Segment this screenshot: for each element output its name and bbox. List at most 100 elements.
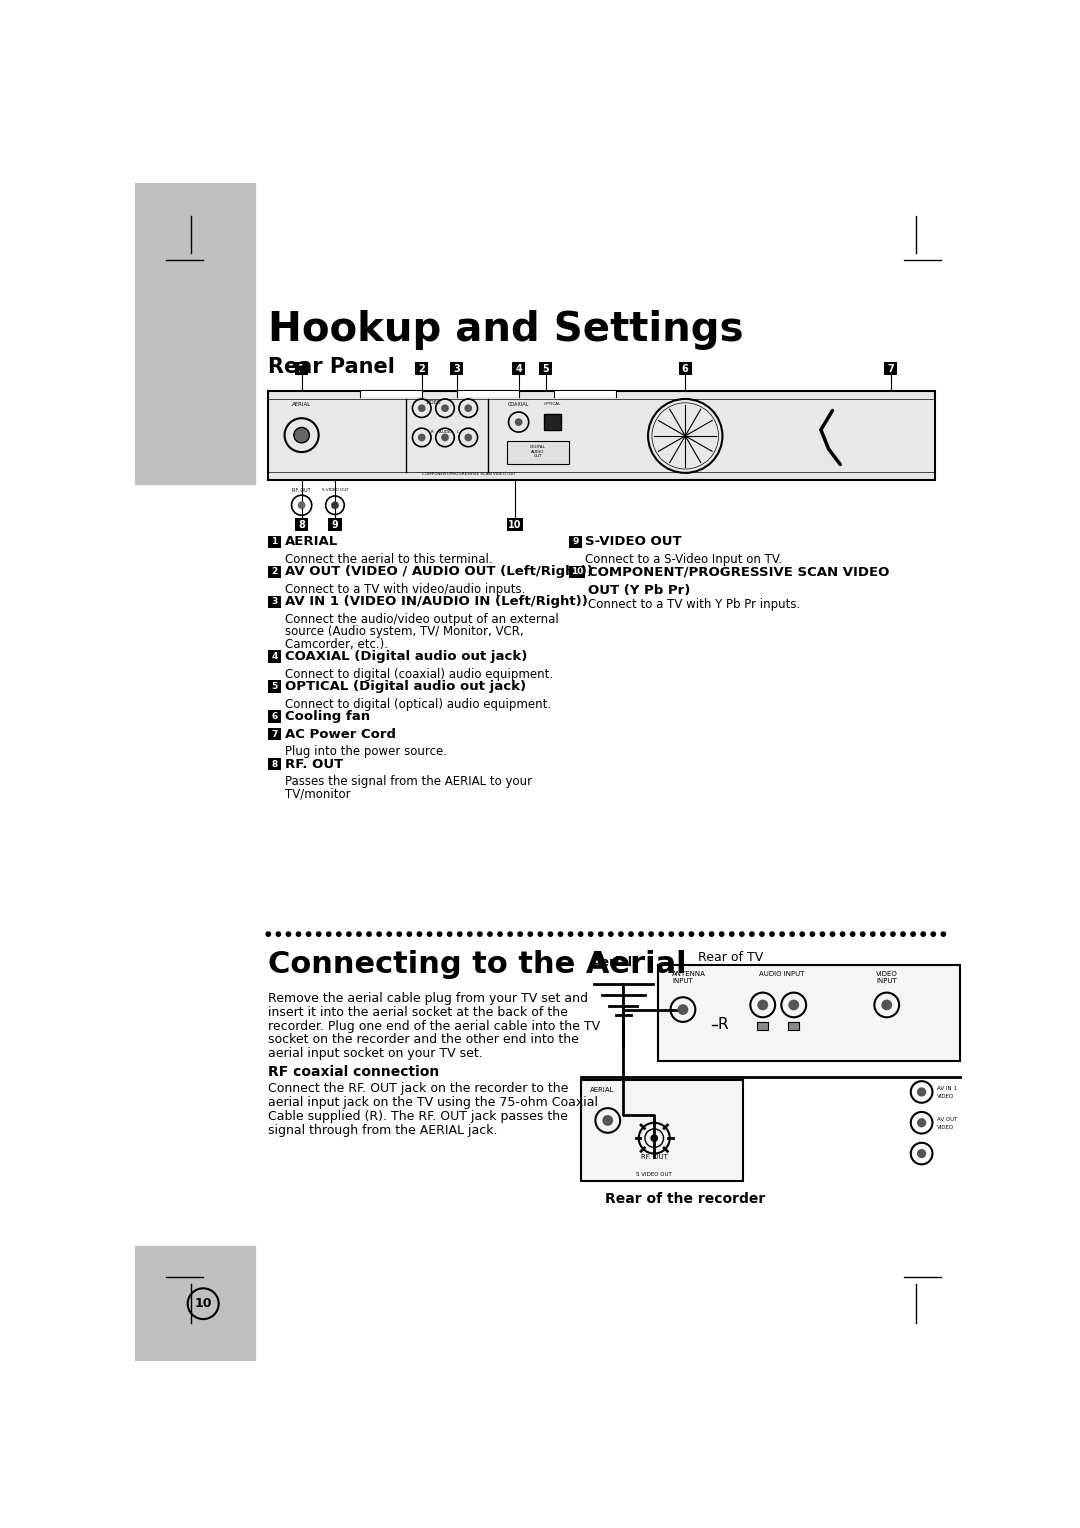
Text: 2: 2 <box>271 567 278 576</box>
Text: 1: 1 <box>271 538 278 547</box>
Circle shape <box>294 428 309 443</box>
Circle shape <box>881 999 892 1010</box>
FancyBboxPatch shape <box>885 362 897 374</box>
Text: AERIAL: AERIAL <box>284 535 338 549</box>
Text: S VIDEO OUT: S VIDEO OUT <box>636 1172 672 1177</box>
Circle shape <box>840 932 845 937</box>
FancyBboxPatch shape <box>268 596 281 608</box>
FancyBboxPatch shape <box>268 680 281 692</box>
Text: AV OUT (VIDEO / AUDIO OUT (Left/Right)): AV OUT (VIDEO / AUDIO OUT (Left/Right)) <box>284 565 593 578</box>
Text: AV OUT: AV OUT <box>937 1117 958 1122</box>
Circle shape <box>367 932 372 937</box>
Text: Connect to a TV with video/audio inputs.: Connect to a TV with video/audio inputs. <box>284 584 525 596</box>
Circle shape <box>850 932 855 937</box>
Text: Connect to a TV with Y Pb Pr inputs.: Connect to a TV with Y Pb Pr inputs. <box>589 597 800 611</box>
Text: 3: 3 <box>271 597 278 607</box>
Circle shape <box>800 932 805 937</box>
Circle shape <box>639 932 644 937</box>
FancyBboxPatch shape <box>268 536 281 549</box>
Circle shape <box>941 932 945 937</box>
Text: AC Power Cord: AC Power Cord <box>284 727 395 741</box>
Text: 8: 8 <box>271 759 278 769</box>
FancyBboxPatch shape <box>568 536 582 549</box>
Circle shape <box>508 932 512 937</box>
Circle shape <box>464 405 472 413</box>
Text: COMPONENT/PROGRESSIVE SCAN VIDEO OUT: COMPONENT/PROGRESSIVE SCAN VIDEO OUT <box>422 472 516 475</box>
Circle shape <box>670 932 674 937</box>
Circle shape <box>347 932 351 937</box>
FancyBboxPatch shape <box>507 518 523 532</box>
Text: 1: 1 <box>298 364 305 373</box>
Circle shape <box>780 932 784 937</box>
Text: 3: 3 <box>454 364 460 373</box>
Text: Connecting to the Aerial: Connecting to the Aerial <box>268 949 687 978</box>
Bar <box>360 391 422 397</box>
Text: RF coaxial connection: RF coaxial connection <box>268 1065 440 1079</box>
Text: source (Audio system, TV/ Monitor, VCR,: source (Audio system, TV/ Monitor, VCR, <box>284 625 523 639</box>
Bar <box>581 1080 743 1181</box>
Text: 4: 4 <box>515 364 522 373</box>
Circle shape <box>650 1134 658 1141</box>
Circle shape <box>831 932 835 937</box>
Text: ANTENNA
INPUT: ANTENNA INPUT <box>672 972 706 984</box>
Text: Cable supplied (R). The RF. OUT jack passes the: Cable supplied (R). The RF. OUT jack pas… <box>268 1109 568 1123</box>
Text: aerial input socket on your TV set.: aerial input socket on your TV set. <box>268 1047 483 1060</box>
Bar <box>757 1022 768 1030</box>
Circle shape <box>332 501 339 509</box>
Circle shape <box>441 434 449 442</box>
Circle shape <box>441 405 449 413</box>
Circle shape <box>337 932 341 937</box>
Text: OPTICAL: OPTICAL <box>544 402 562 406</box>
Text: DIGITAL
AUDIO
OUT: DIGITAL AUDIO OUT <box>530 445 545 458</box>
Circle shape <box>810 932 814 937</box>
Circle shape <box>407 932 411 937</box>
Circle shape <box>629 932 633 937</box>
Circle shape <box>266 932 270 937</box>
Circle shape <box>515 419 523 426</box>
Text: Connect the audio/video output of an external: Connect the audio/video output of an ext… <box>284 613 558 626</box>
Circle shape <box>891 932 895 937</box>
Text: 4: 4 <box>271 652 278 662</box>
Text: Connect to digital (coaxial) audio equipment.: Connect to digital (coaxial) audio equip… <box>284 668 553 680</box>
Text: 9: 9 <box>332 520 338 530</box>
Circle shape <box>538 932 542 937</box>
Circle shape <box>307 932 311 937</box>
Circle shape <box>609 932 613 937</box>
Circle shape <box>700 932 704 937</box>
Bar <box>268 391 935 480</box>
Circle shape <box>917 1149 927 1158</box>
Circle shape <box>579 932 583 937</box>
Text: OUT (Y Pb Pr): OUT (Y Pb Pr) <box>589 584 691 597</box>
Circle shape <box>568 932 572 937</box>
Text: AUDIO INPUT: AUDIO INPUT <box>759 972 805 976</box>
Circle shape <box>428 932 432 937</box>
Text: recorder. Plug one end of the aerial cable into the TV: recorder. Plug one end of the aerial cab… <box>268 1019 600 1033</box>
Circle shape <box>437 932 442 937</box>
Bar <box>554 391 616 397</box>
Circle shape <box>447 932 451 937</box>
FancyBboxPatch shape <box>295 518 308 532</box>
Text: VIDEO
INPUT: VIDEO INPUT <box>876 972 897 984</box>
Circle shape <box>418 434 426 442</box>
Text: TV/monitor: TV/monitor <box>284 788 350 801</box>
Text: Passes the signal from the AERIAL to your: Passes the signal from the AERIAL to you… <box>284 776 531 788</box>
Text: COMPONENT/PROGRESSIVE SCAN VIDEO: COMPONENT/PROGRESSIVE SCAN VIDEO <box>589 565 890 578</box>
Circle shape <box>464 434 472 442</box>
Circle shape <box>316 932 321 937</box>
Text: 5: 5 <box>542 364 549 373</box>
Circle shape <box>901 932 905 937</box>
Circle shape <box>760 932 765 937</box>
Bar <box>507 442 569 465</box>
Circle shape <box>598 932 603 937</box>
Circle shape <box>549 932 553 937</box>
Text: S VIDEO OUT: S VIDEO OUT <box>322 487 349 492</box>
Circle shape <box>377 932 381 937</box>
Circle shape <box>649 932 653 937</box>
Circle shape <box>880 932 885 937</box>
Text: insert it into the aerial socket at the back of the: insert it into the aerial socket at the … <box>268 1005 568 1019</box>
Circle shape <box>689 932 693 937</box>
FancyBboxPatch shape <box>268 758 281 770</box>
Circle shape <box>603 1115 613 1126</box>
FancyBboxPatch shape <box>268 651 281 663</box>
Text: 6: 6 <box>271 712 278 721</box>
